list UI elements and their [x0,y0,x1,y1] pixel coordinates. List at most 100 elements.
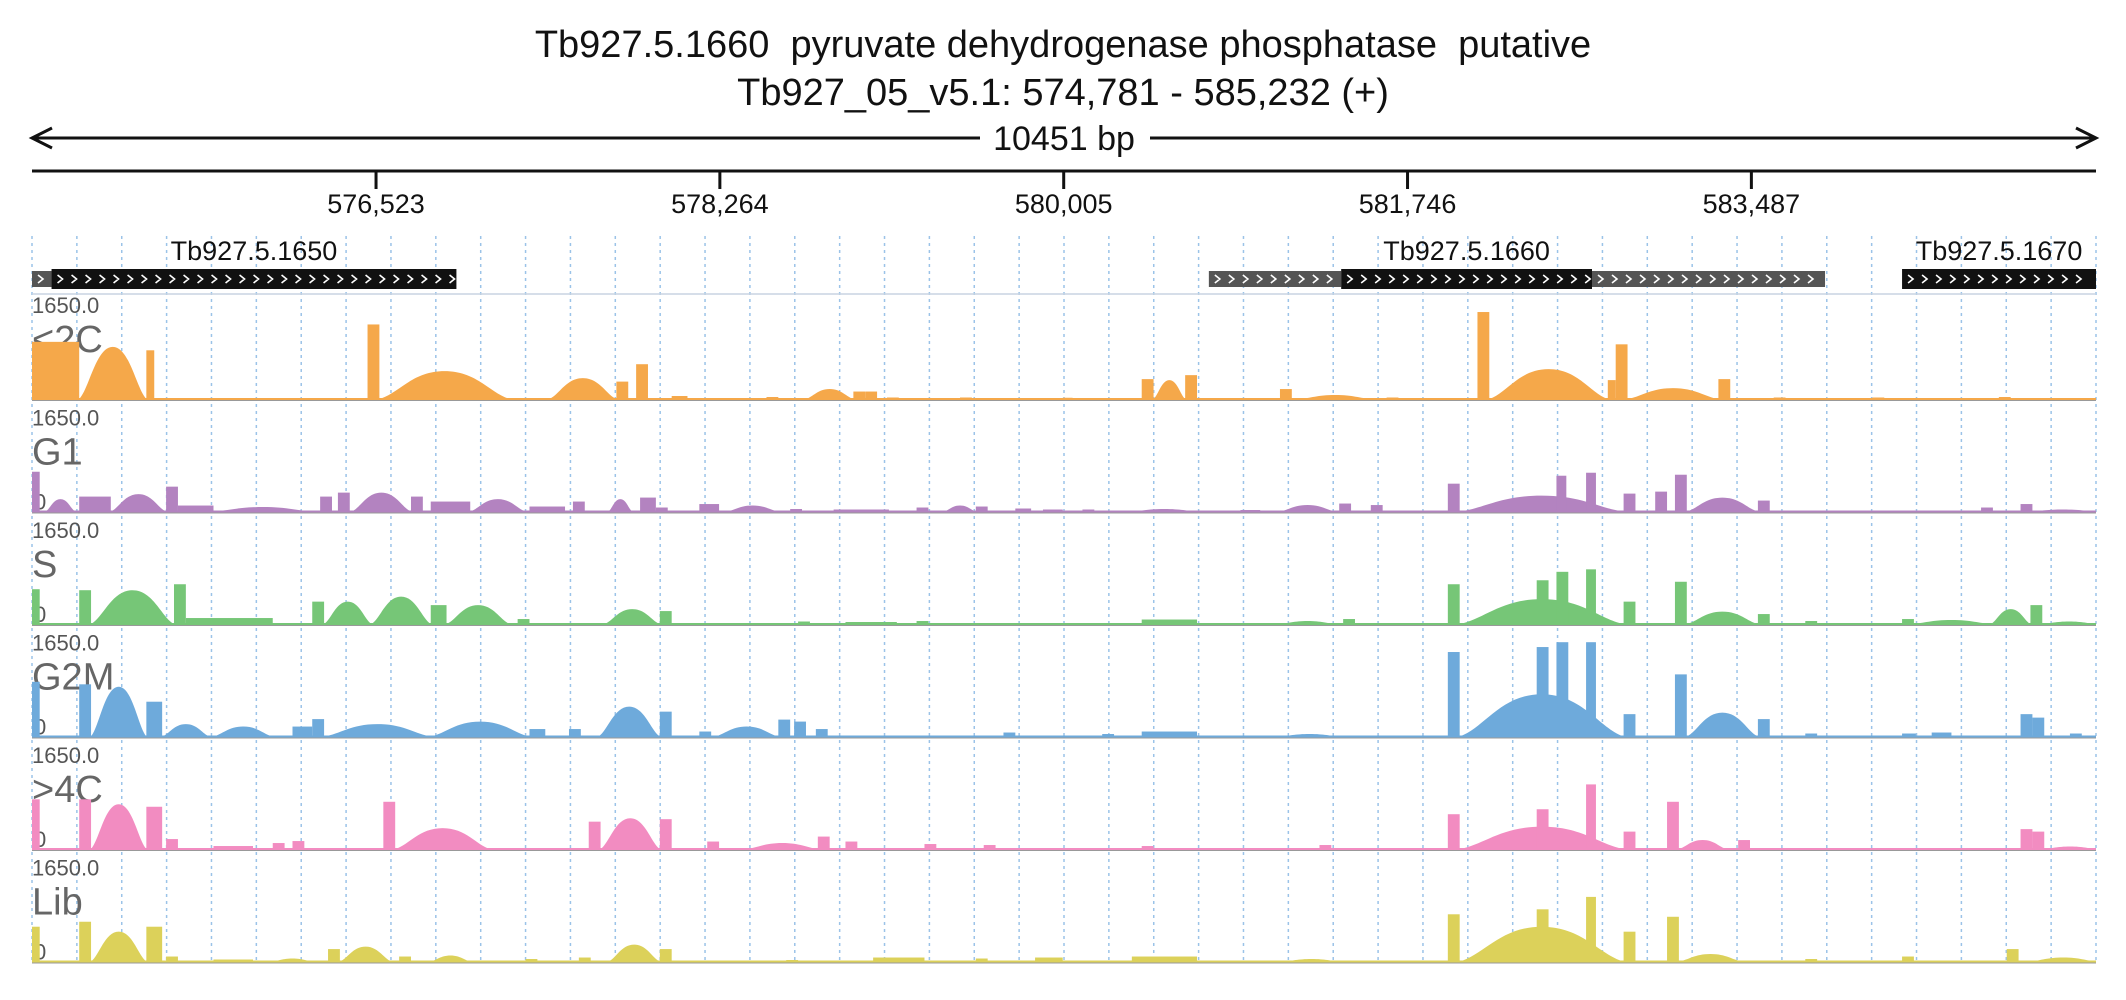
coverage-hump [726,505,779,512]
coverage-bar [166,486,178,512]
coverage-bar [166,956,178,962]
coverage-bar [148,351,153,399]
coverage-hump [110,494,167,512]
coverage-bar [2020,714,2033,737]
coverage-bar [983,845,996,849]
coverage-track: 1650.00>4C [32,743,2096,852]
gene-label: Tb927.5.1670 [1916,236,2083,266]
coverage-bar [292,841,305,849]
coverage-bar [1447,814,1460,849]
coverage-hump [213,507,313,512]
gene-cds [1341,269,1592,289]
coverage-hump [430,955,471,962]
coverage-bar [924,844,937,849]
coverage-bar [1902,733,1916,737]
coverage-hump [371,596,431,624]
coverage-bar [1141,731,1198,737]
coverage-bar [146,926,163,962]
track-max-label: 1650.0 [32,406,99,431]
gene-label: Tb927.5.1650 [171,236,338,266]
coverage-hump [1678,840,1727,849]
track-max-label: 1650.0 [32,293,99,318]
coverage-bar [1607,380,1616,399]
coverage-bar [2030,605,2043,624]
coverage-bar [79,921,92,962]
coverage-bar [173,584,186,624]
coverage-bar [1615,344,1628,399]
coverage-hump [1153,380,1186,399]
gene-utr [1591,271,1826,287]
coverage-bar [1674,674,1687,737]
coverage-bar [975,506,988,512]
coverage-bar [1757,719,1770,737]
coverage-hump [324,724,431,737]
coverage-bar [794,721,806,737]
chart-subtitle: Tb927_05_v5.1: 574,781 - 585,232 (+) [737,72,1389,114]
coverage-bar [79,799,92,849]
coverage-bar [1805,621,1818,624]
coverage-hump [91,686,147,737]
coverage-bar [1343,619,1356,624]
coverage-hump [549,378,617,399]
coverage-bar [1667,916,1679,962]
coverage-hump [1459,495,1624,512]
coverage-hump [470,499,526,512]
coverage-bar [146,806,163,849]
coverage-hump [395,828,490,849]
coverage-hump [1279,505,1336,512]
coverage-bar [1556,475,1567,512]
track-series-label: G1 [32,432,83,474]
track-series-label: G2M [32,657,114,699]
coverage-bar [699,504,720,512]
coverage-hump [1686,497,1758,512]
coverage-bar [2032,717,2045,737]
coverage-bar [1586,642,1596,737]
coverage-bar [1738,840,1750,849]
coverage-bar [853,391,866,399]
track-max-label: 1650.0 [32,518,99,543]
coverage-tracks: 1650.00<2C1650.00G11650.00S1650.00G2M165… [32,293,2096,965]
coverage-bar [410,496,423,512]
coverage-hump [600,818,660,849]
gene-cds-strand [1907,274,2083,284]
gene-cds [51,269,457,289]
coverage-bar [815,729,828,737]
coverage-bar [616,381,629,399]
coverage-bar [399,956,411,962]
coverage-bar [1447,652,1460,737]
coverage-bar [655,507,668,512]
coverage-bar [1339,503,1352,512]
coverage-bar [845,841,858,849]
coverage-bar [1447,914,1460,962]
ruler-tick-label: 578,264 [671,189,769,219]
coverage-hump [79,346,147,399]
coverage-bar [79,590,92,624]
coverage-bar [185,618,273,624]
coverage-bar [1536,809,1549,849]
coverage-hump [1686,712,1758,737]
coverage-bar [1370,505,1383,512]
coverage-bar [1003,732,1016,737]
coverage-hump [604,609,660,624]
coverage-bar [328,949,340,962]
coverage-hump [944,505,976,512]
coverage-bar [517,619,530,624]
coverage-bar [778,719,791,737]
track-series-label: S [32,544,57,586]
coverage-bar [292,726,313,737]
coverage-bar [1536,647,1549,737]
coverage-bar [1185,375,1198,399]
gene-label: Tb927.5.1660 [1383,236,1550,266]
coverage-hump [805,389,854,399]
coverage-bar [1674,474,1687,512]
coverage-track: 1650.00S [32,518,2096,627]
chart-title: Tb927.5.1660 pyruvate dehydrogenase phos… [534,24,1592,66]
gene-cds [1902,269,2096,289]
coverage-bar [1623,714,1636,737]
coverage-bar [1556,571,1569,624]
coverage-bar [1757,614,1770,624]
coverage-bar [1586,896,1596,962]
